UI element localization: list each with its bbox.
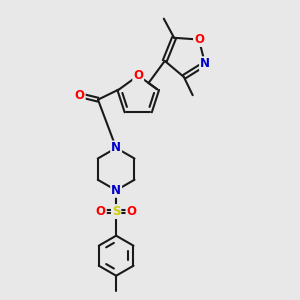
Text: O: O (96, 205, 106, 218)
Text: O: O (75, 89, 85, 102)
Text: N: N (200, 57, 210, 70)
Text: O: O (194, 33, 204, 46)
Text: N: N (111, 141, 121, 154)
Text: O: O (127, 205, 136, 218)
Text: N: N (111, 184, 121, 197)
Text: S: S (112, 205, 120, 218)
Text: O: O (133, 69, 143, 82)
